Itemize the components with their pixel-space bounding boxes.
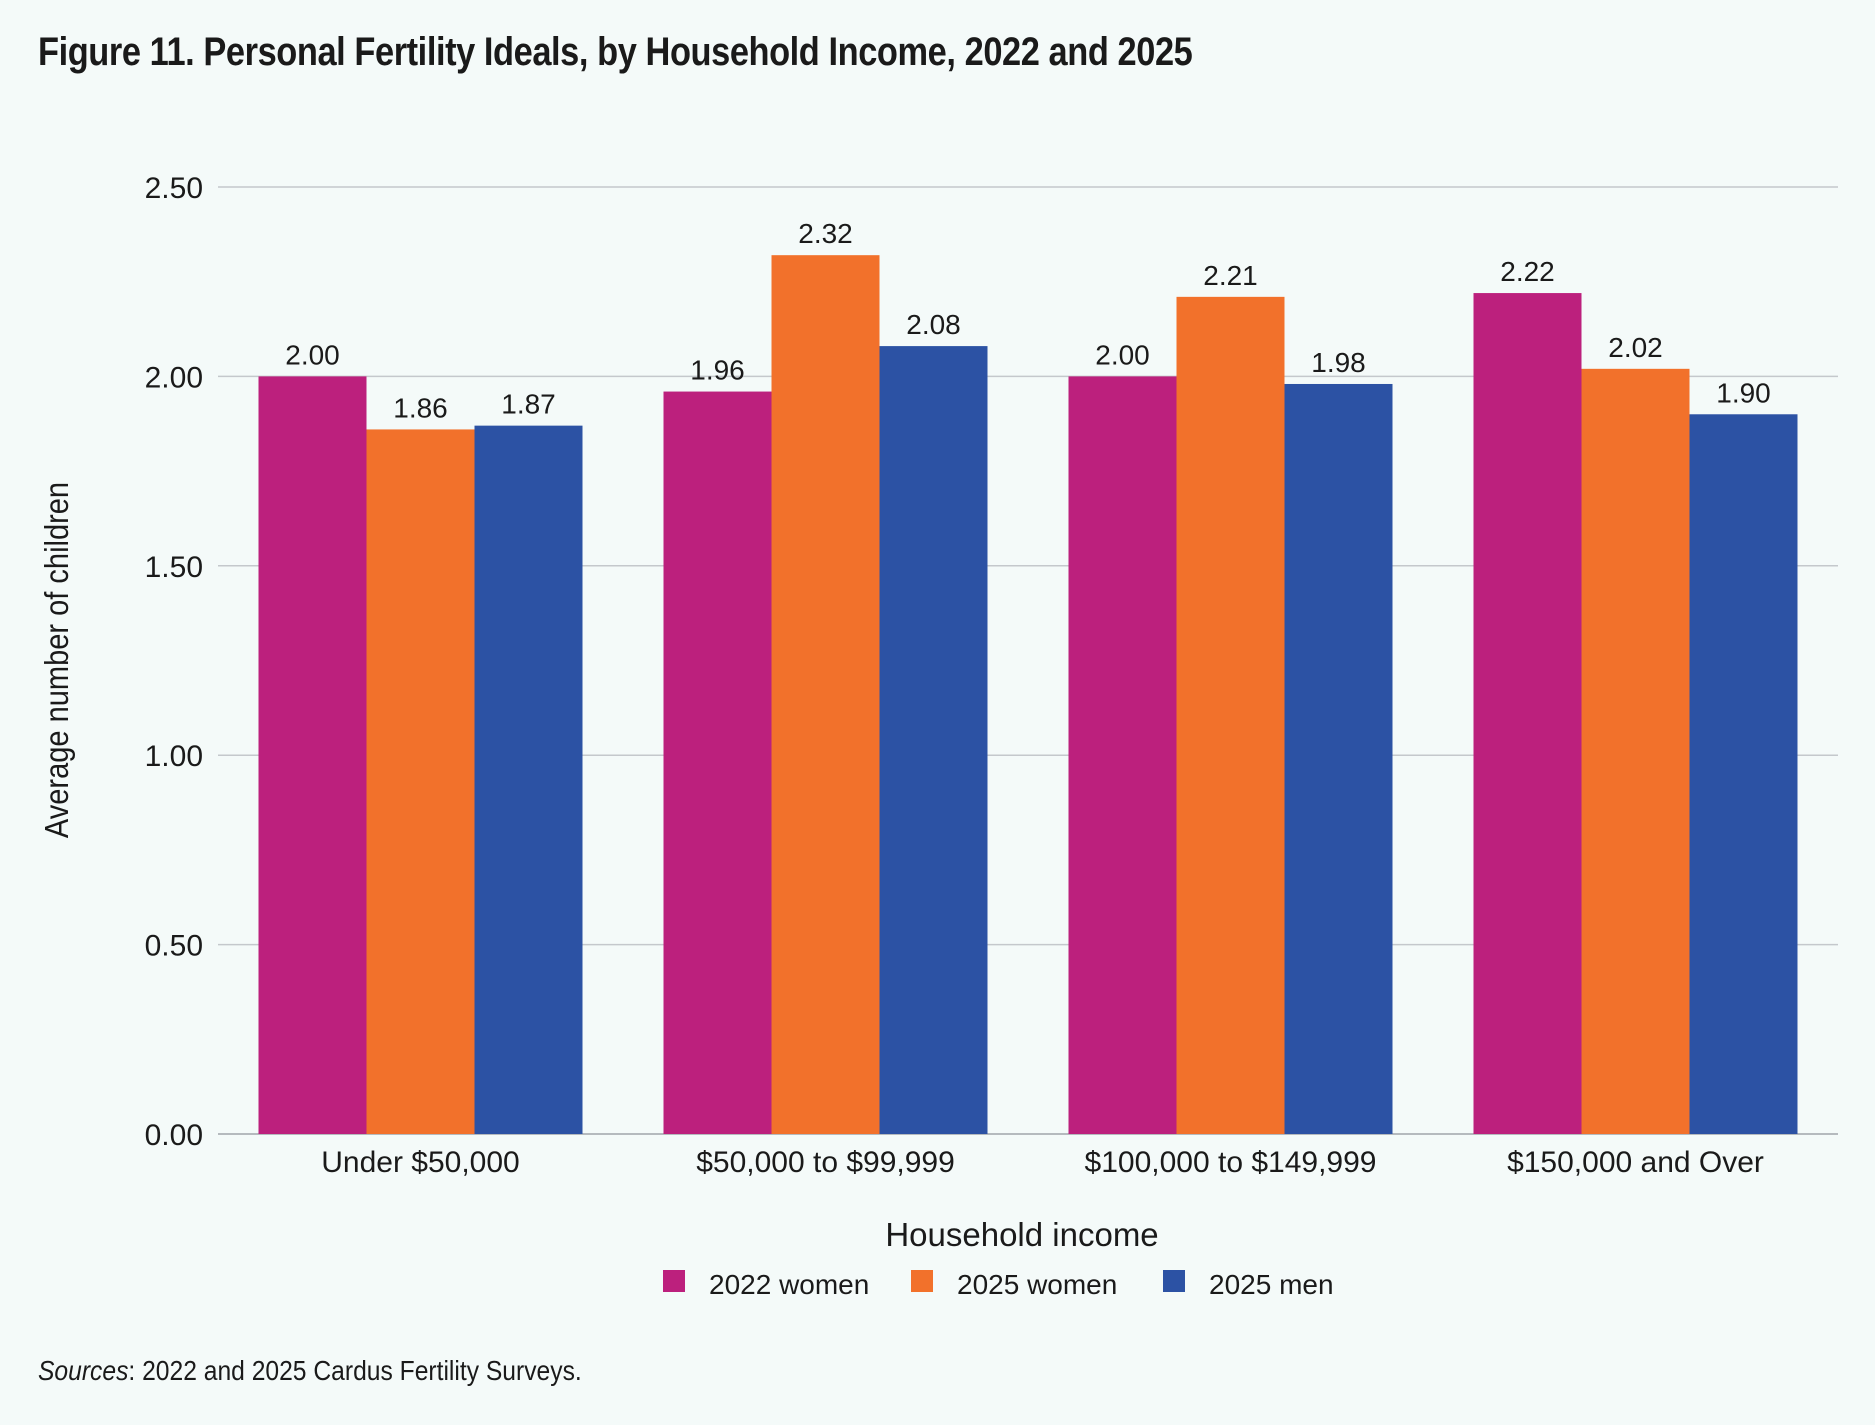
data-label: 2.00 (285, 339, 340, 370)
bar (1581, 368, 1690, 1135)
bar (258, 376, 367, 1134)
data-label: 1.90 (1716, 377, 1771, 408)
y-tick-label: 1.50 (145, 551, 203, 584)
y-tick-label: 0.50 (145, 930, 203, 963)
legend-label: 2022 women (709, 1269, 869, 1300)
bar (1689, 414, 1798, 1134)
data-label: 2.22 (1500, 256, 1555, 287)
data-label: 2.08 (906, 309, 961, 340)
x-axis-label: Household income (885, 1216, 1158, 1253)
x-tick-label: $150,000 and Over (1507, 1146, 1764, 1179)
bar (771, 255, 880, 1134)
data-labels: 2.00 1.86 1.87 1.96 2.32 2.08 2.00 2.21 1.98 2.22… (285, 218, 1771, 423)
legend-swatch (911, 1270, 933, 1292)
bar (663, 391, 772, 1134)
legend-swatch (663, 1270, 685, 1292)
bar (366, 429, 475, 1134)
data-label: 1.87 (501, 389, 556, 420)
source-label: Sources (38, 1355, 129, 1386)
source-text: : 2022 and 2025 Cardus Fertility Surveys… (128, 1355, 582, 1386)
chart-title: Figure 11. Personal Fertility Ideals, by… (38, 30, 1193, 74)
bar (1473, 293, 1582, 1135)
data-label: 2.00 (1095, 339, 1150, 370)
data-label: 1.96 (690, 355, 745, 386)
bar (879, 346, 988, 1134)
y-tick-label: 1.00 (145, 740, 203, 773)
data-label: 2.02 (1608, 332, 1663, 363)
data-label: 2.32 (798, 218, 853, 249)
x-tick-label: $100,000 to $149,999 (1085, 1146, 1377, 1179)
legend-label: 2025 men (1209, 1269, 1334, 1300)
data-label: 1.86 (393, 392, 448, 423)
x-axis-ticks: Under $50,000 $50,000 to $99,999 $100,000 … (321, 1146, 1764, 1179)
bar (474, 425, 583, 1134)
y-tick-label: 2.00 (145, 361, 203, 394)
legend-swatch (1163, 1270, 1185, 1292)
source-note: Sources: 2022 and 2025 Cardus Fertility … (38, 1355, 582, 1387)
bar (1284, 383, 1393, 1134)
legend: 2022 women 2025 women 2025 men (663, 1269, 1334, 1300)
data-label: 1.98 (1311, 347, 1366, 378)
x-tick-label: Under $50,000 (321, 1146, 520, 1179)
bar (1176, 296, 1285, 1134)
bar (1068, 376, 1177, 1134)
bars (258, 255, 1798, 1135)
legend-label: 2025 women (957, 1269, 1117, 1300)
y-tick-label: 2.50 (145, 172, 203, 205)
x-tick-label: $50,000 to $99,999 (696, 1146, 955, 1179)
y-axis-label: Average number of children (38, 482, 75, 838)
y-axis-ticks: 0.00 0.50 1.00 1.50 2.00 2.50 (145, 172, 203, 1152)
y-tick-label: 0.00 (145, 1119, 203, 1152)
data-label: 2.21 (1203, 260, 1258, 291)
